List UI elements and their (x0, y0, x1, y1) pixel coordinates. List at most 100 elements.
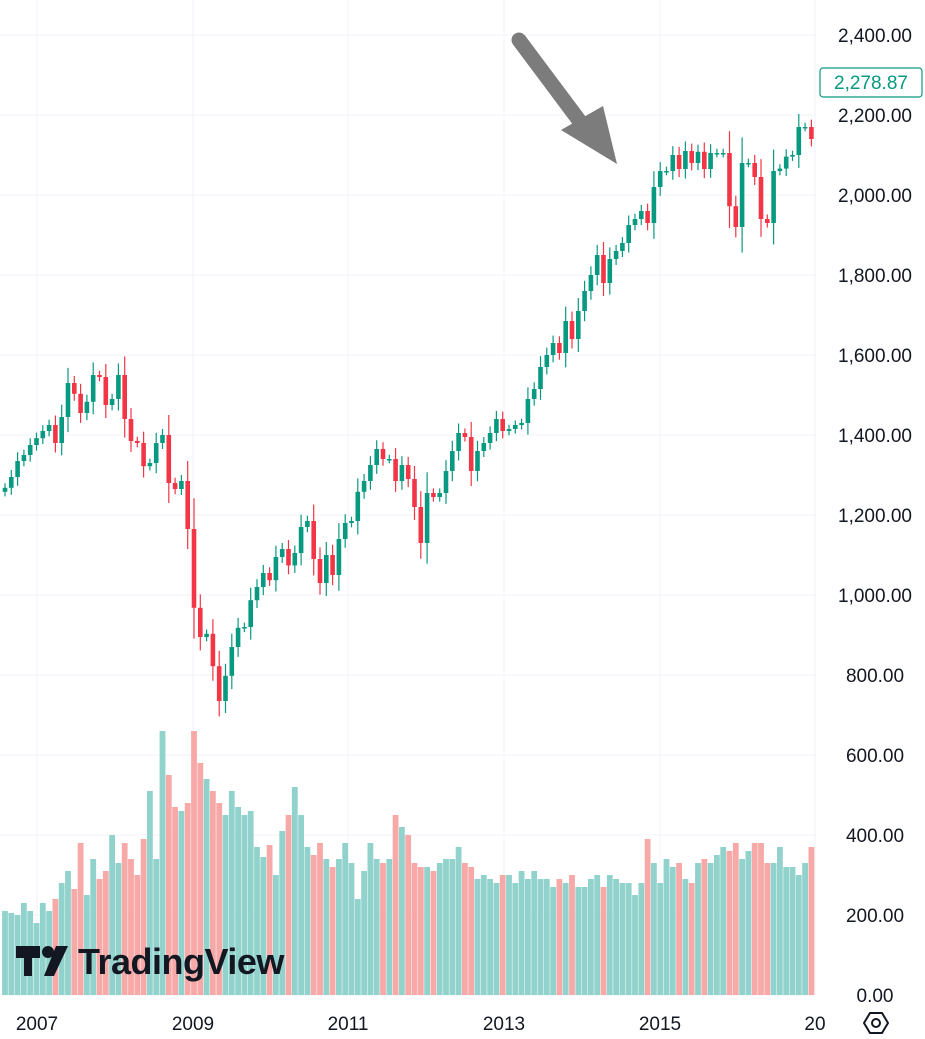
volume-bar (115, 863, 122, 995)
candle-up (443, 471, 449, 493)
time-axis[interactable]: 2007 2009 2011 2013 2015 20 (16, 1014, 826, 1035)
candle-up (538, 367, 543, 389)
volume-bar (392, 815, 399, 995)
candle-up (424, 493, 430, 543)
candle-up (626, 225, 631, 243)
arrow-pointer-icon[interactable] (511, 32, 617, 164)
candle-up (242, 627, 247, 629)
candle-up (355, 491, 361, 521)
volume-bar (569, 875, 575, 995)
volume-bar (449, 859, 456, 995)
volume-bar (657, 883, 664, 995)
volume-bar (676, 863, 682, 995)
candle-up (790, 155, 795, 157)
x-tick-label: 2007 (16, 1014, 58, 1035)
volume-bar (348, 863, 355, 995)
candle-up (670, 155, 676, 171)
volume-bar (58, 883, 65, 995)
volume-bar (342, 843, 349, 995)
volume-bar (165, 775, 172, 995)
volume-bar (109, 835, 115, 995)
candle-up (9, 477, 14, 488)
candle-up (116, 375, 121, 399)
candle-up (292, 553, 298, 566)
candle-up (179, 481, 184, 489)
candle-up (639, 211, 644, 219)
brand-wordmark: TradingView (78, 941, 285, 982)
candle-up (147, 463, 153, 467)
volume-bars (2, 731, 815, 995)
candle-up (254, 587, 260, 601)
gear-icon[interactable] (862, 1012, 890, 1034)
volume-bar (8, 913, 15, 995)
volume-bar (550, 887, 556, 995)
volume-bar (436, 863, 443, 995)
candle-up (84, 401, 90, 413)
candle-down (557, 343, 562, 353)
volume-bar (764, 863, 771, 995)
candle-down (267, 573, 272, 581)
candle-up (160, 435, 165, 443)
candle-up (519, 423, 524, 425)
candle-up (2, 487, 8, 492)
volume-bar (619, 883, 626, 995)
volume-bar (247, 811, 254, 995)
candle-up (576, 311, 581, 339)
volume-bar (241, 815, 248, 995)
volume-bar (455, 847, 462, 995)
y-tick-label: 2,200.00 (838, 106, 912, 127)
candle-up (109, 399, 115, 405)
candle-up (235, 627, 241, 647)
y-tick-label: 2,000.00 (838, 186, 912, 207)
y-tick-label: 1,400.00 (838, 426, 912, 447)
tradingview-logo-icon (16, 946, 68, 976)
volume-bar (191, 731, 197, 995)
candle-up (607, 259, 613, 283)
candle-down (122, 375, 127, 419)
volume-bar (380, 863, 386, 995)
candle-down (418, 507, 424, 543)
volume-bar (128, 859, 134, 995)
volume-bar (172, 807, 178, 995)
y-tick-label: 0.00 (857, 986, 894, 1007)
volume-bar (732, 843, 739, 995)
volume-bar (279, 831, 286, 995)
candle-down (72, 383, 77, 394)
candle-up (261, 573, 266, 587)
volume-bar (235, 807, 241, 995)
volume-bar (480, 875, 487, 995)
candle-up (387, 459, 392, 461)
y-tick-label: 2,400.00 (838, 26, 912, 47)
volume-bar (153, 859, 160, 995)
candle-down (462, 433, 468, 437)
candle-up (720, 153, 726, 155)
candle-down (676, 155, 682, 169)
candle-up (279, 549, 285, 557)
candle-down (601, 255, 606, 283)
candle-up (695, 151, 701, 163)
candle-up (783, 156, 789, 169)
candle-up (683, 151, 688, 169)
volume-bar (216, 803, 223, 995)
volume-bar (424, 867, 430, 995)
volume-bar (777, 847, 783, 995)
volume-bar (273, 875, 279, 995)
volume-bar (543, 879, 550, 995)
volume-bar (506, 875, 512, 995)
y-tick-label: 1,000.00 (838, 586, 912, 607)
y-tick-label: 800.00 (846, 666, 904, 687)
candle-up (802, 127, 808, 129)
volume-bar (96, 879, 103, 995)
volume-bar (77, 843, 84, 995)
volume-bar (613, 879, 619, 995)
candle-up (349, 521, 354, 523)
candle-up (651, 187, 657, 223)
volume-bar (663, 859, 670, 995)
price-axis[interactable]: 2,400.00 2,200.00 2,000.00 1,800.00 1,600.00… (816, 0, 912, 1007)
candle-up (582, 291, 587, 311)
y-tick-label: 1,800.00 (838, 266, 912, 287)
volume-bar (644, 839, 651, 995)
candle-up (65, 383, 71, 417)
candle-up (746, 163, 751, 165)
